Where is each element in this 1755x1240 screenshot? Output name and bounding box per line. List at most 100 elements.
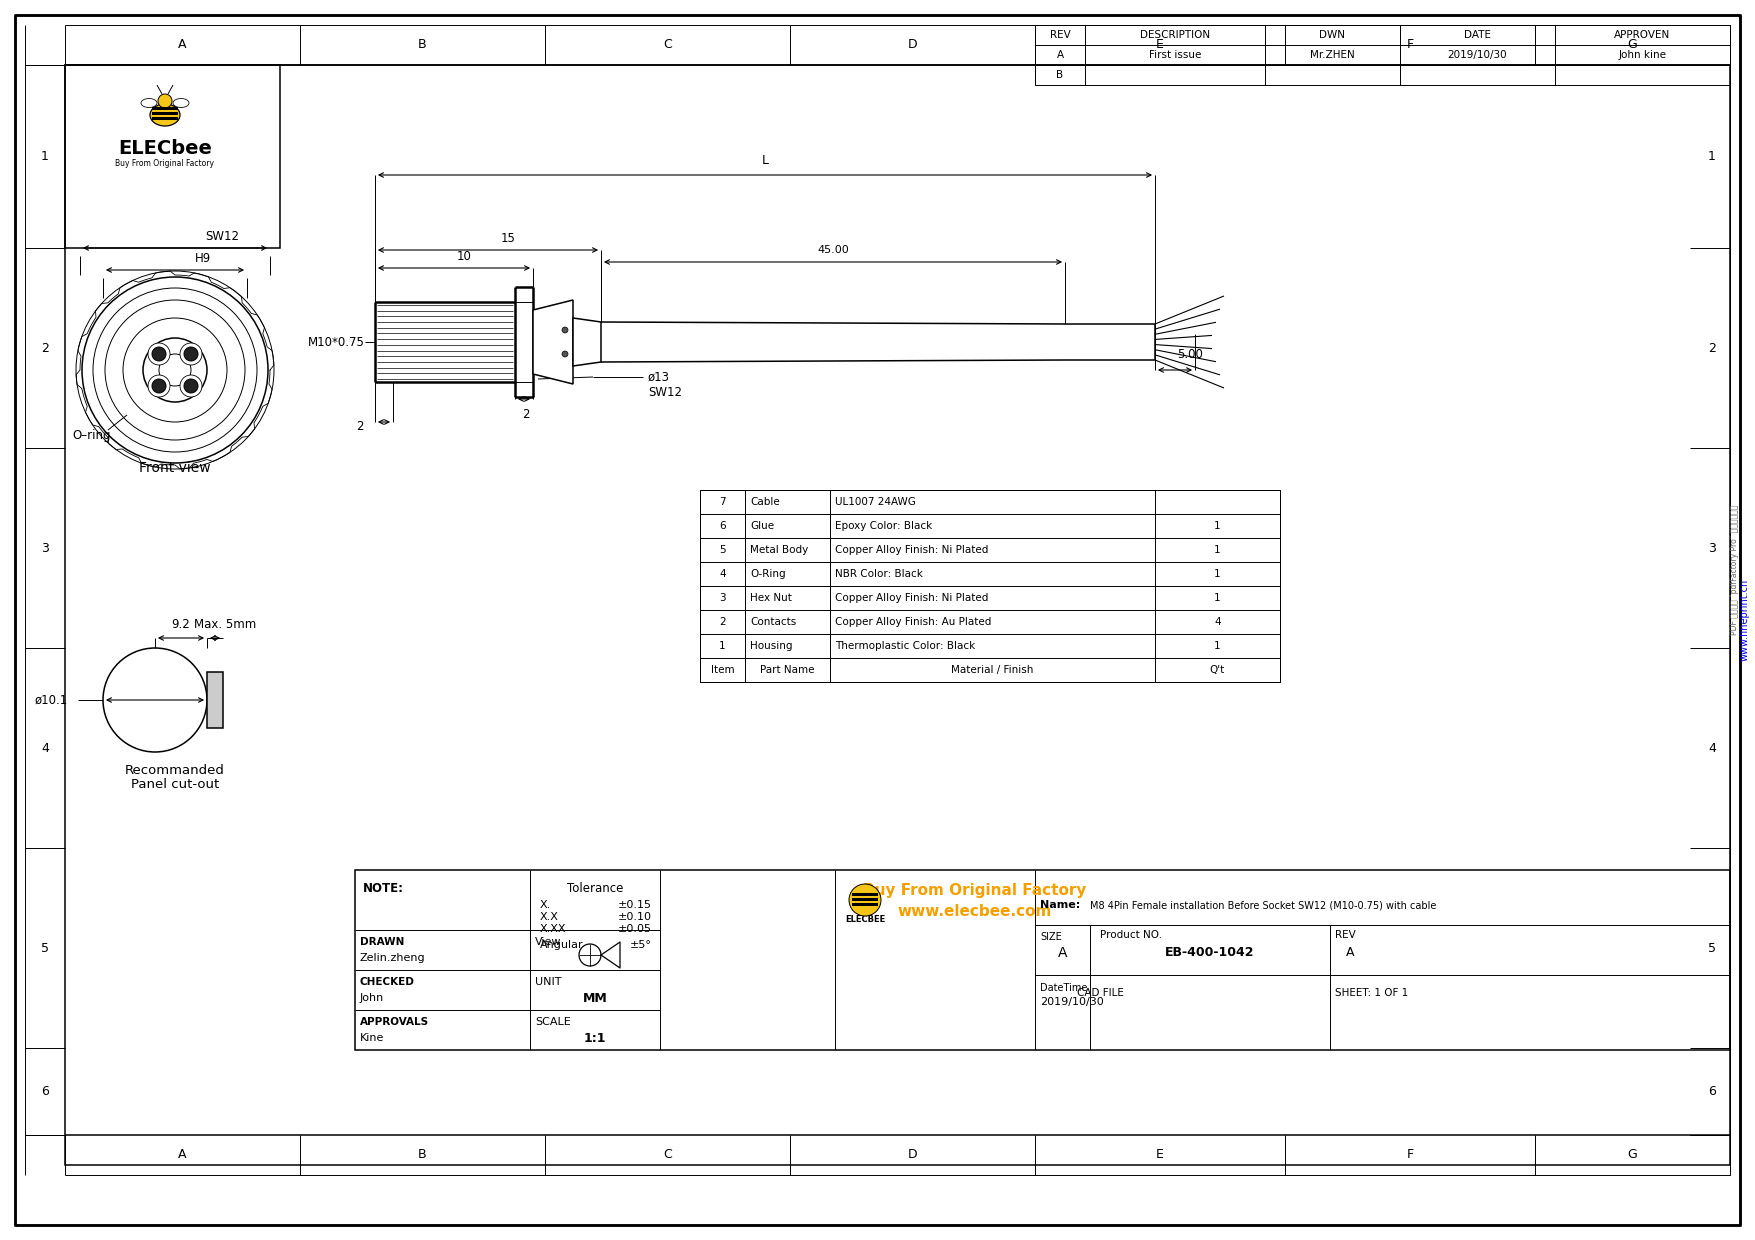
Text: F: F xyxy=(1406,38,1413,52)
Text: G: G xyxy=(1627,1148,1637,1162)
Text: ø13: ø13 xyxy=(648,371,670,383)
Text: 5: 5 xyxy=(1708,941,1716,955)
Text: A: A xyxy=(179,1148,186,1162)
Text: 5: 5 xyxy=(40,941,49,955)
Text: Tolerance: Tolerance xyxy=(567,882,623,894)
Circle shape xyxy=(184,379,198,393)
Text: X.X: X.X xyxy=(541,911,558,923)
Text: www.fineprint.cn: www.fineprint.cn xyxy=(1739,579,1750,661)
Circle shape xyxy=(181,343,202,365)
Text: Front view: Front view xyxy=(139,461,211,475)
Text: G: G xyxy=(1627,38,1637,52)
Text: REV: REV xyxy=(1336,930,1357,940)
Text: Mr.ZHEN: Mr.ZHEN xyxy=(1311,50,1355,60)
Text: O-Ring: O-Ring xyxy=(749,569,786,579)
Text: X.: X. xyxy=(541,900,551,910)
Bar xyxy=(65,64,1730,1166)
Bar xyxy=(851,898,878,900)
Text: 7: 7 xyxy=(720,497,727,507)
Text: Q't: Q't xyxy=(1209,665,1225,675)
Text: ±0.15: ±0.15 xyxy=(618,900,653,910)
Text: H9: H9 xyxy=(195,252,211,264)
Text: Copper Alloy Finish: Ni Plated: Copper Alloy Finish: Ni Plated xyxy=(835,593,988,603)
Text: Buy From Original Factory: Buy From Original Factory xyxy=(116,159,214,167)
Circle shape xyxy=(147,343,170,365)
Text: Zelin.zheng: Zelin.zheng xyxy=(360,954,426,963)
Text: APPROVEN: APPROVEN xyxy=(1615,30,1671,40)
Text: SCALE: SCALE xyxy=(535,1017,570,1027)
Text: SIZE: SIZE xyxy=(1041,932,1062,942)
Text: Contacts: Contacts xyxy=(749,618,797,627)
Text: Item: Item xyxy=(711,665,734,675)
Text: D: D xyxy=(907,1148,918,1162)
Text: 4: 4 xyxy=(1214,618,1221,627)
Text: Recommanded: Recommanded xyxy=(125,764,225,776)
Text: PDF 文件使用 "pdfFactory Pro" 试用版本创建: PDF 文件使用 "pdfFactory Pro" 试用版本创建 xyxy=(1730,505,1739,635)
Circle shape xyxy=(849,884,881,916)
Text: 6: 6 xyxy=(1708,1085,1716,1097)
Text: E: E xyxy=(1157,38,1164,52)
Text: M10*0.75: M10*0.75 xyxy=(309,336,365,348)
Text: A: A xyxy=(179,38,186,52)
Bar xyxy=(153,117,177,119)
Text: ±0.05: ±0.05 xyxy=(618,924,653,934)
Text: 1:1: 1:1 xyxy=(584,1032,605,1044)
Ellipse shape xyxy=(149,104,181,126)
Text: John: John xyxy=(360,993,384,1003)
Text: 4: 4 xyxy=(1708,742,1716,754)
Ellipse shape xyxy=(174,98,190,108)
Ellipse shape xyxy=(140,98,156,108)
Text: 2019/10/30: 2019/10/30 xyxy=(1041,997,1104,1007)
Text: 2: 2 xyxy=(356,420,363,434)
Text: Part Name: Part Name xyxy=(760,665,814,675)
Text: F: F xyxy=(1406,1148,1413,1162)
Circle shape xyxy=(562,351,569,357)
Text: C: C xyxy=(663,38,672,52)
Text: Cable: Cable xyxy=(749,497,779,507)
Text: B: B xyxy=(1057,69,1064,81)
Text: L: L xyxy=(762,155,769,167)
Circle shape xyxy=(158,94,172,108)
Text: 5.00: 5.00 xyxy=(1178,348,1202,362)
Text: SW12: SW12 xyxy=(205,229,239,243)
Bar xyxy=(153,112,177,114)
Text: 5: 5 xyxy=(720,546,727,556)
Text: DWN: DWN xyxy=(1320,30,1346,40)
Text: UL1007 24AWG: UL1007 24AWG xyxy=(835,497,916,507)
Text: Glue: Glue xyxy=(749,521,774,531)
Text: Thermoplastic Color: Black: Thermoplastic Color: Black xyxy=(835,641,976,651)
Text: ø10.1: ø10.1 xyxy=(35,693,68,707)
Text: ±0.10: ±0.10 xyxy=(618,911,653,923)
Text: ELECBEE: ELECBEE xyxy=(844,915,885,925)
Text: Angular: Angular xyxy=(541,940,584,950)
Text: 3: 3 xyxy=(720,593,727,603)
Text: Name:: Name: xyxy=(1041,900,1081,910)
Text: 1: 1 xyxy=(1214,641,1221,651)
Bar xyxy=(1035,25,1730,86)
Text: First issue: First issue xyxy=(1150,50,1200,60)
Circle shape xyxy=(147,374,170,397)
Text: DATE: DATE xyxy=(1464,30,1492,40)
Text: MM: MM xyxy=(583,992,607,1004)
Text: 4: 4 xyxy=(720,569,727,579)
Text: Max. 5mm: Max. 5mm xyxy=(193,619,256,631)
Text: Panel cut-out: Panel cut-out xyxy=(132,779,219,791)
Text: Copper Alloy Finish: Ni Plated: Copper Alloy Finish: Ni Plated xyxy=(835,546,988,556)
Text: Product NO.: Product NO. xyxy=(1100,930,1162,940)
Text: DRAWN: DRAWN xyxy=(360,937,404,947)
Bar xyxy=(851,903,878,905)
Text: Kine: Kine xyxy=(360,1033,384,1043)
Text: 2: 2 xyxy=(1708,341,1716,355)
Text: 10: 10 xyxy=(456,249,472,263)
Polygon shape xyxy=(207,672,223,728)
Text: www.elecbee.com: www.elecbee.com xyxy=(899,904,1053,920)
Text: A: A xyxy=(1346,946,1355,960)
Text: 2: 2 xyxy=(40,341,49,355)
Text: 1: 1 xyxy=(720,641,727,651)
Text: SW12: SW12 xyxy=(648,387,683,399)
Text: Material / Finish: Material / Finish xyxy=(951,665,1034,675)
Text: 2: 2 xyxy=(523,408,530,420)
Text: 3: 3 xyxy=(1708,542,1716,554)
Text: B: B xyxy=(418,1148,426,1162)
Text: A: A xyxy=(1058,946,1067,960)
